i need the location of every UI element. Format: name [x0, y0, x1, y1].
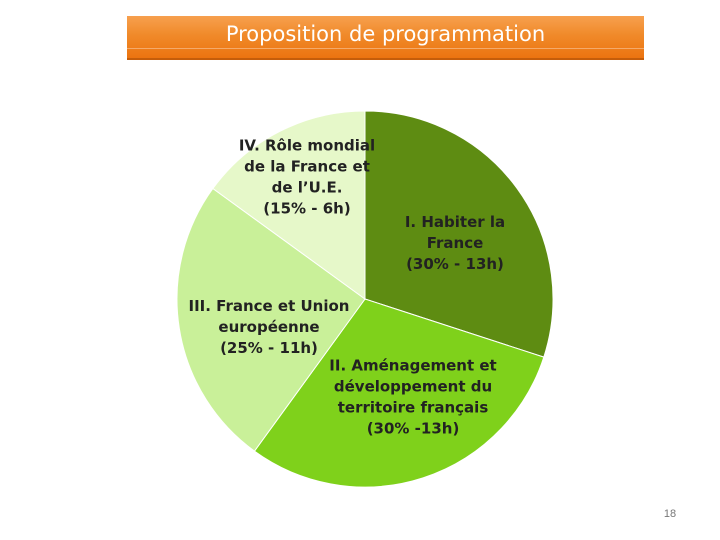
slice-label-3: III. France et Union européenne (25% - 11h… [189, 297, 350, 357]
pie-slice-2 [253, 298, 545, 488]
slice-label-line: (30% - 13h) [406, 255, 504, 273]
slice-label-line: de la France et [244, 158, 370, 176]
slice-label-line: (30% -13h) [367, 420, 460, 438]
slice-label-4: IV. Rôle mondial de la France et de l’U.E.… [239, 137, 375, 218]
slice-label-2: II. Aménagement et développement du territ… [329, 357, 496, 438]
slice-label-line: territoire français [338, 399, 489, 417]
pie-slice-3 [176, 187, 366, 452]
title-rule [127, 48, 644, 49]
slice-label-line: France [427, 234, 484, 252]
slice-label-line: (15% - 6h) [263, 200, 350, 218]
slice-label-1: I. Habiter la France (30% - 13h) [405, 213, 505, 273]
title-banner: Proposition de programmation [127, 16, 644, 60]
slice-label-line: II. Aménagement et [329, 357, 496, 375]
slice-label-line: III. France et Union [189, 297, 350, 315]
slice-label-line: de l’U.E. [272, 179, 343, 197]
slice-label-line: développement du [334, 378, 492, 396]
slide-title: Proposition de programmation [225, 22, 546, 46]
pie-slice-1 [364, 110, 554, 358]
slice-label-line: (25% - 11h) [220, 339, 318, 357]
page-number: 18 [663, 508, 677, 520]
pie-slice-4 [212, 110, 366, 300]
slice-label-line: I. Habiter la [405, 213, 505, 231]
slice-label-line: IV. Rôle mondial [239, 137, 375, 155]
slice-label-line: européenne [218, 318, 319, 336]
